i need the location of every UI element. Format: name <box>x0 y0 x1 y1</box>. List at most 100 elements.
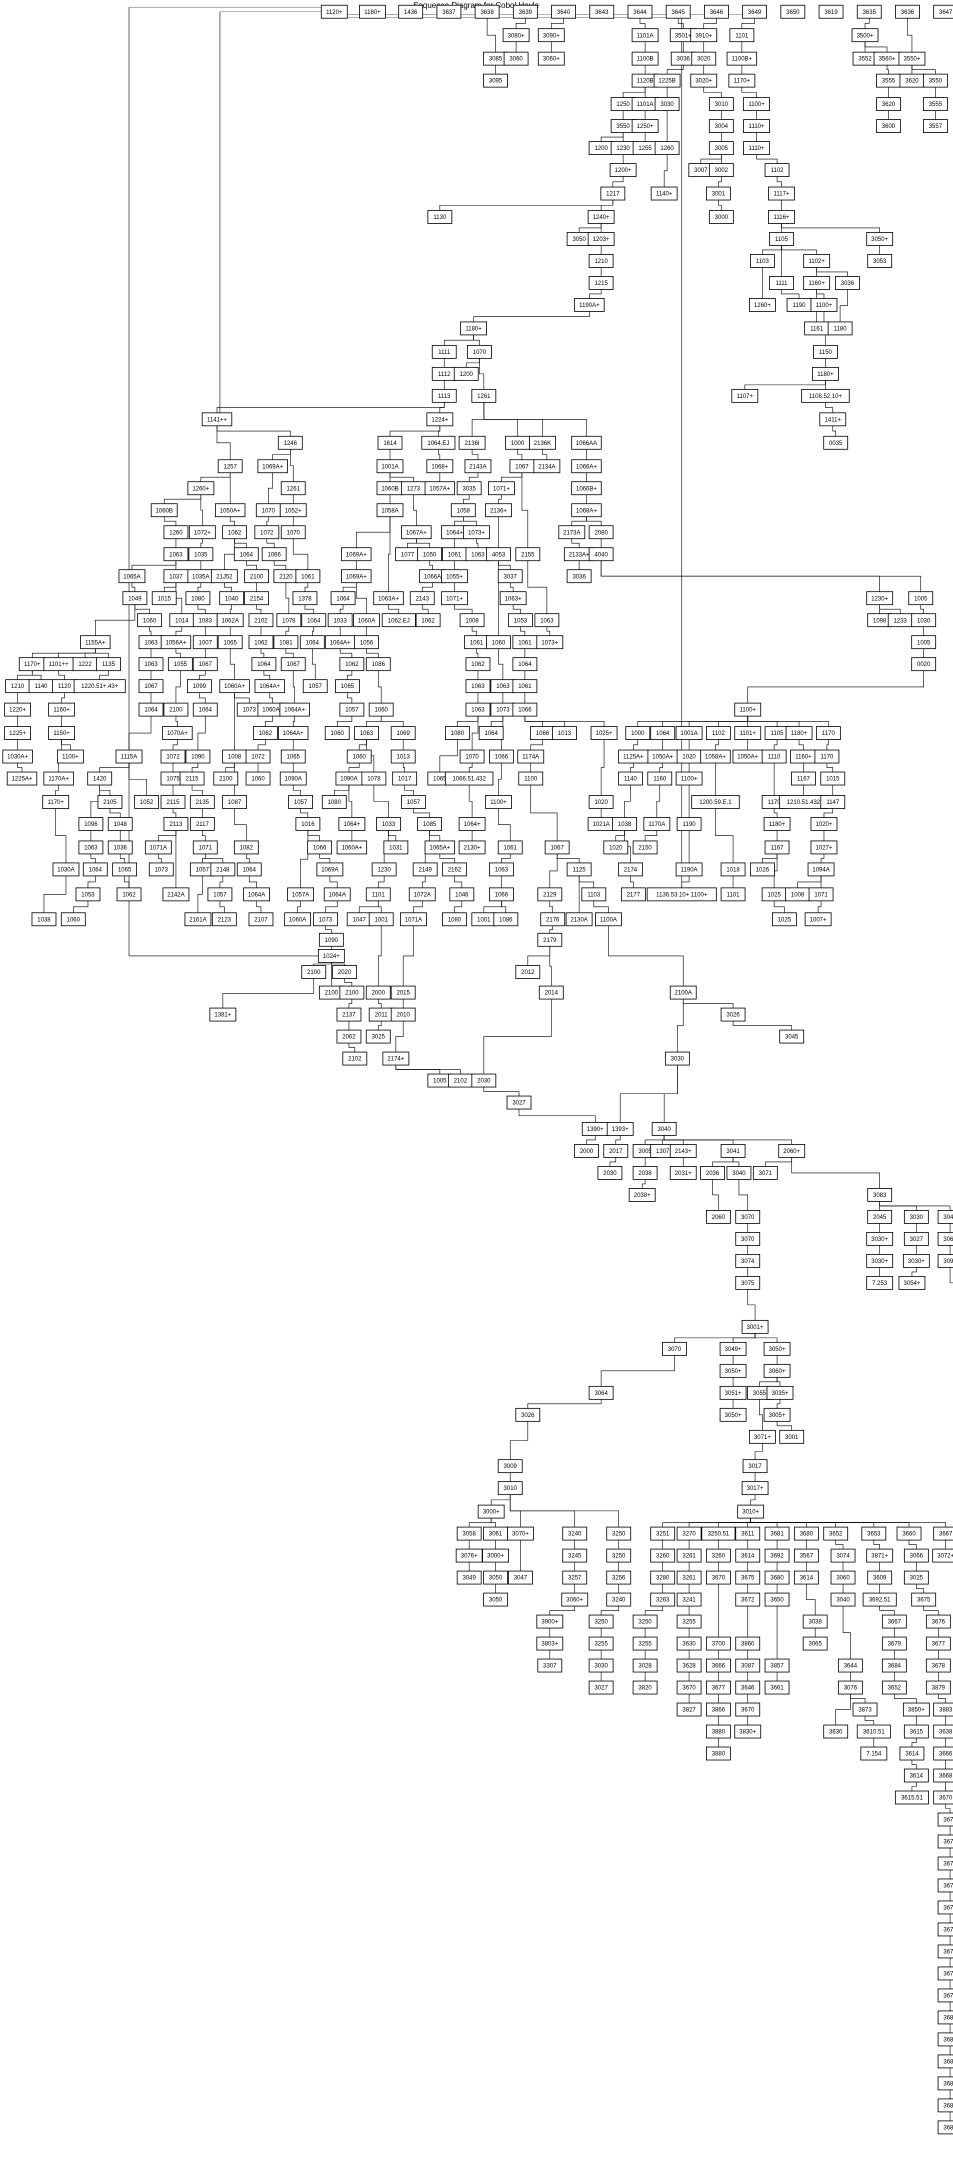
node-box <box>764 840 790 855</box>
edge <box>600 132 624 142</box>
node-box <box>823 435 849 450</box>
node-box <box>574 1144 599 1158</box>
node-box <box>894 1790 929 1805</box>
node-box <box>214 503 246 518</box>
edge <box>216 425 291 437</box>
node-label: 1086 <box>372 662 386 668</box>
node-label: 1067 <box>199 662 213 668</box>
node-label: 2045 <box>873 1215 887 1221</box>
node-box <box>676 1702 702 1717</box>
node-box <box>426 412 454 427</box>
node-box <box>243 887 270 902</box>
node-box <box>675 726 703 740</box>
edge <box>781 245 817 255</box>
edge <box>527 1399 602 1409</box>
edge <box>630 763 634 773</box>
edge <box>333 785 350 796</box>
node-box <box>933 1746 953 1761</box>
edge <box>463 494 470 504</box>
node-box <box>317 949 345 963</box>
node-label: 3071 <box>759 1171 773 1177</box>
node-box <box>219 591 245 606</box>
node-label: 1436 <box>404 10 418 16</box>
edge <box>515 18 526 29</box>
node-label: 2014 <box>545 991 559 997</box>
edge <box>292 785 301 796</box>
node-label: 1160 <box>653 777 667 783</box>
edge <box>202 830 206 841</box>
node-label: 1063 <box>495 868 509 874</box>
edge <box>609 1157 617 1167</box>
node-label: 1110 <box>768 755 781 761</box>
node-box <box>368 702 394 717</box>
node-label: 1073+ <box>541 640 558 646</box>
edge <box>773 853 778 888</box>
edge <box>99 763 130 773</box>
edge <box>457 716 479 727</box>
node-label: 1117+ <box>773 192 789 198</box>
node-label: 1060 <box>251 777 265 783</box>
edge <box>894 1694 917 1704</box>
node-box <box>597 1166 623 1180</box>
edge <box>530 785 558 841</box>
node-label: 1035 <box>194 552 208 558</box>
node-label: 1008 <box>228 755 242 761</box>
node-label: 1230 <box>616 146 630 152</box>
edge <box>413 494 417 526</box>
edge <box>873 1540 880 1550</box>
node-box <box>442 862 467 877</box>
edge <box>550 18 564 29</box>
edge <box>501 853 511 863</box>
edge <box>509 582 514 592</box>
edge <box>73 900 89 913</box>
node-box <box>903 1548 929 1563</box>
node-box <box>361 771 387 786</box>
node-label: 1200 <box>594 146 608 152</box>
node-label: 3560+ <box>879 57 896 63</box>
node-label: 3070 <box>741 1237 755 1243</box>
node-box <box>192 657 218 672</box>
node-label: 3638 <box>480 10 494 16</box>
edge <box>498 808 511 841</box>
node-label: 2020 <box>338 970 352 976</box>
node-label: 7.154 <box>866 1752 882 1758</box>
edge <box>747 1518 751 1528</box>
edge <box>389 425 441 437</box>
node-label: 1015 <box>826 777 840 783</box>
node-label: 1393+ <box>612 1127 629 1133</box>
edge <box>501 900 507 913</box>
node-box <box>654 97 680 111</box>
node-label: 2000 <box>372 991 386 997</box>
node-label: 1030 <box>917 618 931 624</box>
node-label: 1073 <box>155 868 169 874</box>
edge <box>483 900 502 913</box>
node-box <box>279 771 307 786</box>
node-box <box>2 749 33 764</box>
node-label: 1064A+ <box>330 640 351 646</box>
edge <box>377 875 385 888</box>
edge <box>471 402 485 437</box>
node-label: 1064A <box>248 892 265 898</box>
node-box <box>647 771 673 786</box>
node-label: 1050A+ <box>652 755 673 761</box>
node-label: 1070A+ <box>167 731 188 737</box>
node-box <box>48 702 75 717</box>
edge <box>916 1584 924 1594</box>
node-box <box>643 817 671 831</box>
node-label: 3684 <box>888 1664 902 1670</box>
edge <box>864 18 870 29</box>
node-box <box>937 2098 953 2113</box>
node-label: 1065 <box>287 755 301 761</box>
node-label: 3030+ <box>871 1259 888 1265</box>
node-box <box>902 1253 930 1268</box>
node-box <box>669 1144 697 1158</box>
node-box <box>566 569 592 584</box>
node-label: 2000 <box>580 1149 594 1155</box>
node-box <box>937 1210 953 1224</box>
node-box <box>233 547 259 562</box>
edge <box>509 1421 529 1460</box>
node-label: 3001 <box>712 192 726 198</box>
edge <box>388 604 400 614</box>
node-label: 3263 <box>656 1598 670 1604</box>
node-box <box>401 525 432 540</box>
